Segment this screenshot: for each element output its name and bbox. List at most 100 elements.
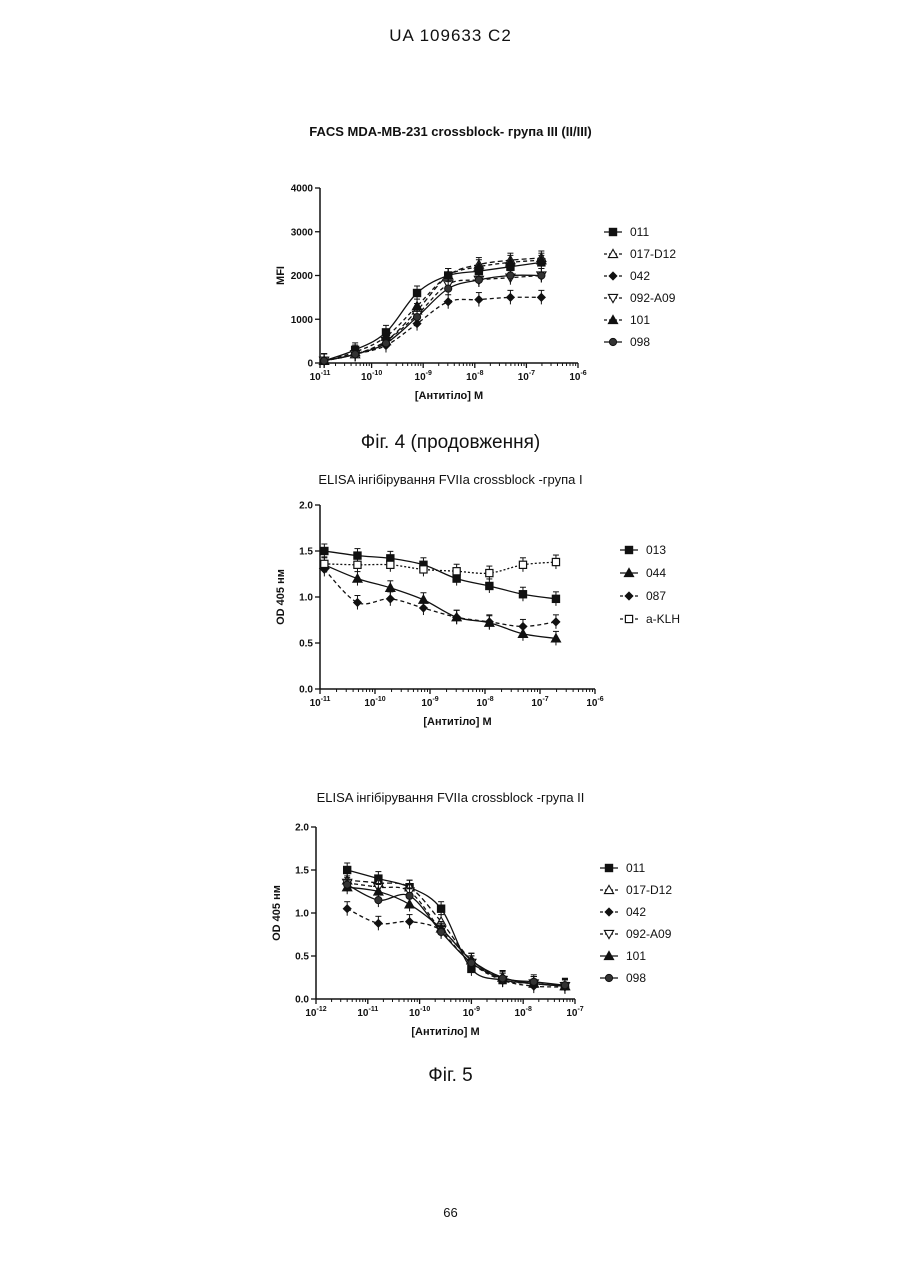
x-tick-label: 10-10 (361, 370, 382, 383)
data-point (353, 598, 362, 607)
data-point (343, 904, 352, 913)
data-point (374, 919, 383, 928)
data-point (437, 928, 444, 935)
x-tick-label: 10-8 (466, 370, 483, 383)
data-point (445, 285, 452, 292)
data-point (405, 917, 414, 926)
x-tick-label: 10-9 (463, 1006, 480, 1019)
legend-marker (605, 974, 612, 981)
data-point (519, 591, 526, 598)
data-point (406, 892, 413, 899)
legend-label: 013 (646, 543, 666, 557)
x-tick-label: 10-6 (569, 370, 586, 383)
y-tick-label: 1.5 (299, 547, 313, 558)
y-tick-label: 0.0 (299, 685, 313, 696)
chart2-title: ELISA інгібірування FVIIa crossblock -гр… (0, 472, 901, 487)
x-tick-label: 10-10 (364, 696, 385, 709)
x-tick-label: 10-8 (476, 696, 493, 709)
y-axis-label: MFI (275, 266, 287, 285)
series-line (347, 880, 565, 986)
y-tick-label: 1.0 (299, 593, 313, 604)
y-tick-label: 0.0 (295, 995, 309, 1006)
x-tick-label: 10-7 (531, 696, 548, 709)
figure-caption-4: Фіг. 4 (продовження) (0, 432, 901, 454)
data-point (561, 982, 568, 989)
legend-label: 017-D12 (626, 883, 672, 897)
x-tick-label: 10-11 (357, 1006, 378, 1019)
data-point (375, 897, 382, 904)
data-point (537, 293, 546, 302)
data-point (453, 568, 460, 575)
legend-marker (625, 615, 632, 622)
data-point (474, 295, 483, 304)
data-point (499, 975, 506, 982)
data-point (507, 272, 514, 279)
y-tick-label: 4000 (291, 184, 314, 195)
data-point (506, 293, 515, 302)
x-axis-label: [Антитіло] M (415, 390, 483, 402)
y-tick-label: 2.0 (295, 823, 309, 834)
data-point (352, 351, 359, 358)
data-point (518, 622, 527, 631)
y-tick-label: 3000 (291, 227, 314, 238)
data-point (486, 582, 493, 589)
y-tick-label: 1.5 (295, 866, 309, 877)
legend-marker (625, 546, 632, 553)
legend-marker (608, 271, 617, 280)
legend-label: 011 (626, 861, 645, 875)
x-axis-label: [Антитіло] M (423, 716, 491, 728)
data-point (413, 313, 420, 320)
x-tick-label: 10-7 (518, 370, 535, 383)
legend-marker (609, 338, 616, 345)
legend-label: 042 (626, 905, 646, 919)
x-tick-label: 10-11 (310, 370, 331, 383)
data-point (382, 340, 389, 347)
x-tick-label: 10-6 (586, 696, 603, 709)
data-point (530, 978, 537, 985)
data-point (344, 866, 351, 873)
legend-label: 092-A09 (626, 927, 672, 941)
data-point (552, 558, 559, 565)
patent-header: UA 109633 C2 (0, 26, 901, 46)
legend-label: 017-D12 (630, 247, 676, 261)
data-point (444, 297, 453, 306)
x-tick-label: 10-8 (515, 1006, 532, 1019)
data-point (538, 272, 545, 279)
x-tick-label: 10-9 (415, 370, 432, 383)
y-tick-label: 2000 (291, 271, 314, 282)
legend-label: 042 (630, 269, 650, 283)
legend-label: 092-A09 (630, 291, 676, 305)
data-point (475, 276, 482, 283)
figure-caption-5: Фіг. 5 (0, 1065, 901, 1087)
page-number: 66 (0, 1205, 901, 1220)
legend-label: 101 (626, 949, 646, 963)
y-tick-label: 1.0 (295, 909, 309, 920)
data-point (486, 569, 493, 576)
y-axis-label: OD 405 нм (271, 885, 283, 941)
y-tick-label: 0.5 (295, 952, 309, 963)
data-point (413, 289, 420, 296)
data-point (321, 547, 328, 554)
x-tick-label: 10-9 (421, 696, 438, 709)
legend-marker (604, 907, 613, 916)
series-098 (320, 269, 544, 368)
x-tick-label: 10-7 (566, 1006, 583, 1019)
x-tick-label: 10-11 (310, 696, 331, 709)
legend-label: 044 (646, 566, 666, 580)
data-point (386, 594, 395, 603)
data-point (419, 603, 428, 612)
data-point (344, 881, 351, 888)
facs-chart: 0 1000 2000 3000 4000 10-11 10-10 10-9 10-8 10-7 1… (0, 175, 901, 405)
data-point (420, 566, 427, 573)
legend-label: 098 (630, 335, 650, 349)
data-point (552, 595, 559, 602)
y-tick-label: 0.5 (299, 639, 313, 650)
data-point (321, 560, 328, 567)
legend-marker (605, 864, 612, 871)
legend-label: a-KLH (646, 612, 680, 626)
data-point (354, 561, 361, 568)
y-tick-label: 0 (307, 359, 313, 370)
legend-label: 011 (630, 225, 649, 239)
y-tick-label: 1000 (291, 315, 314, 326)
y-axis-label: OD 405 нм (275, 569, 287, 625)
